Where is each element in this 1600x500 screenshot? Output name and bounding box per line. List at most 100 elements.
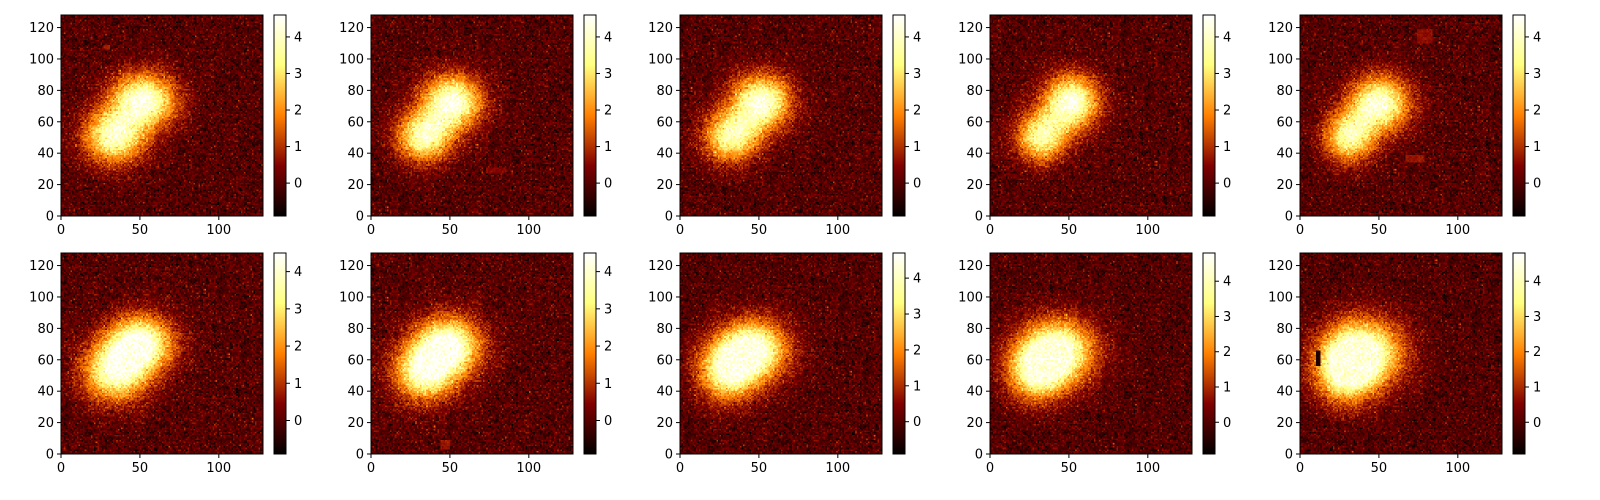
colorbar-tick-label: 3 xyxy=(604,67,612,82)
x-tick-label: 100 xyxy=(1135,223,1160,238)
y-tick-label: 80 xyxy=(966,84,983,99)
heatmap-image xyxy=(1300,15,1502,216)
colorbar-tick-label: 4 xyxy=(1223,30,1231,45)
panel-0-3: 0 50 100 0 20 40 60 80 100 120 0 1 2 3 4 xyxy=(958,14,1231,238)
colorbar-frame xyxy=(583,14,597,217)
y-tick-label: 120 xyxy=(339,259,364,274)
y-tick-label: 60 xyxy=(347,115,364,130)
colorbar-frame xyxy=(583,252,597,455)
axes-frame xyxy=(370,14,574,217)
panel-0-1: 0 50 100 0 20 40 60 80 100 120 0 1 2 3 4 xyxy=(339,14,612,238)
y-tick-label: 120 xyxy=(29,21,54,36)
colorbar-tick-label: 1 xyxy=(294,140,302,155)
colorbar-tick-label: 4 xyxy=(913,30,921,45)
colorbar-frame xyxy=(1202,252,1216,455)
colorbar-tick-label: 3 xyxy=(913,308,921,323)
y-tick-label: 80 xyxy=(656,84,673,99)
y-tick-label: 0 xyxy=(46,448,54,463)
y-tick-label: 100 xyxy=(339,52,364,67)
y-tick-label: 80 xyxy=(656,322,673,337)
x-tick-label: 50 xyxy=(751,223,768,238)
x-tick-label: 100 xyxy=(206,461,231,476)
x-tick-label: 100 xyxy=(516,461,541,476)
y-tick-label: 20 xyxy=(1276,416,1293,431)
colorbar-frame xyxy=(1202,14,1216,217)
y-tick-label: 0 xyxy=(1285,210,1293,225)
y-tick-label: 0 xyxy=(975,210,983,225)
colorbar xyxy=(1203,15,1215,216)
y-tick-label: 120 xyxy=(1268,259,1293,274)
y-tick-label: 0 xyxy=(356,448,364,463)
heatmap-image xyxy=(990,253,1192,454)
y-tick-label: 120 xyxy=(339,21,364,36)
y-tick-label: 120 xyxy=(1268,21,1293,36)
x-tick-label: 0 xyxy=(986,223,994,238)
colorbar-frame xyxy=(1512,14,1526,217)
panel-0-2: 0 50 100 0 20 40 60 80 100 120 0 1 2 3 4 xyxy=(648,14,921,238)
y-tick-label: 60 xyxy=(966,353,983,368)
x-tick-label: 50 xyxy=(132,461,149,476)
x-tick-label: 50 xyxy=(442,223,459,238)
axes-frame xyxy=(370,252,574,455)
colorbar-tick-label: 1 xyxy=(1533,140,1541,155)
colorbar-tick-label: 4 xyxy=(294,265,302,280)
axes-frame xyxy=(989,252,1193,455)
y-tick-label: 20 xyxy=(656,178,673,193)
y-tick-label: 100 xyxy=(1268,290,1293,305)
colorbar xyxy=(1513,253,1525,454)
panel-0-4: 0 50 100 0 20 40 60 80 100 120 0 1 2 3 4 xyxy=(1268,14,1541,238)
y-tick-label: 20 xyxy=(37,178,54,193)
colorbar xyxy=(274,253,286,454)
axes-frame xyxy=(989,14,1193,217)
y-tick-label: 120 xyxy=(29,259,54,274)
y-tick-label: 40 xyxy=(966,385,983,400)
colorbar-tick-label: 3 xyxy=(1223,310,1231,325)
x-tick-label: 100 xyxy=(206,223,231,238)
panel-1-4: 0 50 100 0 20 40 60 80 100 120 0 1 2 3 4 xyxy=(1268,252,1541,476)
colorbar-tick-label: 1 xyxy=(1223,140,1231,155)
x-tick-label: 0 xyxy=(1296,223,1304,238)
y-tick-label: 40 xyxy=(347,147,364,162)
x-tick-label: 100 xyxy=(825,461,850,476)
y-tick-label: 80 xyxy=(37,84,54,99)
y-tick-label: 40 xyxy=(656,147,673,162)
axes-frame xyxy=(679,252,883,455)
colorbar-tick-label: 2 xyxy=(913,104,921,119)
y-tick-label: 80 xyxy=(966,322,983,337)
y-tick-label: 60 xyxy=(966,115,983,130)
y-tick-label: 80 xyxy=(1276,84,1293,99)
y-tick-label: 0 xyxy=(665,448,673,463)
panel-1-3: 0 50 100 0 20 40 60 80 100 120 0 1 2 3 4 xyxy=(958,252,1231,476)
colorbar-tick-label: 4 xyxy=(913,272,921,287)
y-tick-label: 60 xyxy=(1276,115,1293,130)
y-tick-label: 120 xyxy=(648,259,673,274)
heatmap-image xyxy=(371,253,573,454)
x-tick-label: 0 xyxy=(367,223,375,238)
colorbar-frame xyxy=(892,252,906,455)
colorbar-tick-label: 1 xyxy=(1223,381,1231,396)
heatmap-image xyxy=(680,15,882,216)
heatmap-image xyxy=(680,253,882,454)
colorbar-tick-label: 0 xyxy=(294,177,302,192)
colorbar-tick-label: 0 xyxy=(294,414,302,429)
x-tick-label: 100 xyxy=(1445,223,1470,238)
colorbar-tick-label: 2 xyxy=(604,340,612,355)
heatmap-image xyxy=(61,15,263,216)
colorbar-frame xyxy=(273,252,287,455)
panel-1-1: 0 50 100 0 20 40 60 80 100 120 0 1 2 3 4 xyxy=(339,252,612,476)
colorbar xyxy=(1203,253,1215,454)
y-tick-label: 40 xyxy=(1276,147,1293,162)
colorbar-tick-label: 2 xyxy=(294,104,302,119)
x-tick-label: 0 xyxy=(986,461,994,476)
y-tick-label: 20 xyxy=(1276,178,1293,193)
colorbar-tick-label: 3 xyxy=(1533,310,1541,325)
colorbar-tick-label: 0 xyxy=(913,177,921,192)
axes-frame xyxy=(60,252,264,455)
colorbar-tick-label: 4 xyxy=(294,30,302,45)
colorbar-tick-label: 2 xyxy=(1223,345,1231,360)
x-tick-label: 100 xyxy=(825,223,850,238)
colorbar-tick-label: 0 xyxy=(1533,416,1541,431)
axes-frame xyxy=(1299,14,1503,217)
y-tick-label: 0 xyxy=(975,448,983,463)
colorbar-tick-label: 4 xyxy=(1223,275,1231,290)
